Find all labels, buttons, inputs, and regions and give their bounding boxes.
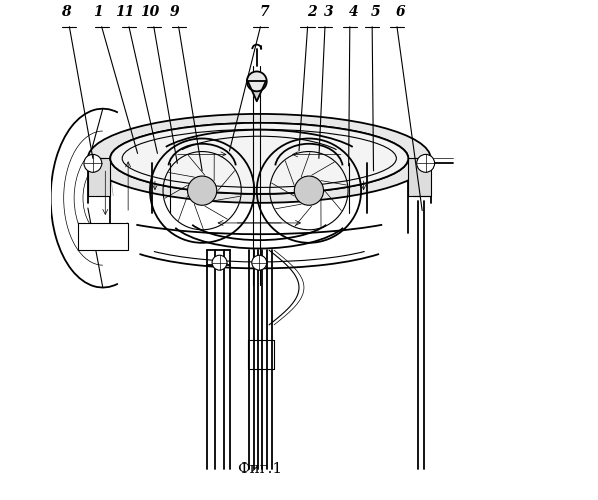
Text: 10: 10 <box>141 6 160 20</box>
Text: 4: 4 <box>349 6 358 20</box>
Text: 7: 7 <box>260 6 269 20</box>
Ellipse shape <box>88 114 431 203</box>
Circle shape <box>247 72 267 92</box>
Circle shape <box>212 255 227 270</box>
Text: 8: 8 <box>61 6 71 20</box>
Circle shape <box>84 154 102 172</box>
Bar <box>408 158 431 196</box>
Bar <box>88 158 110 196</box>
Ellipse shape <box>110 123 408 194</box>
Bar <box>78 223 127 250</box>
Ellipse shape <box>110 123 408 194</box>
Circle shape <box>417 154 435 172</box>
Text: 5: 5 <box>371 6 381 20</box>
Circle shape <box>294 176 324 206</box>
Text: 1: 1 <box>93 6 103 20</box>
Text: Фиг.1: Фиг.1 <box>237 462 282 476</box>
Polygon shape <box>248 82 266 102</box>
Text: 9: 9 <box>170 6 179 20</box>
Text: 2: 2 <box>307 6 316 20</box>
Text: 11: 11 <box>115 6 135 20</box>
Circle shape <box>188 176 216 206</box>
Text: 6: 6 <box>396 6 405 20</box>
Text: 3: 3 <box>324 6 334 20</box>
Circle shape <box>252 255 267 270</box>
